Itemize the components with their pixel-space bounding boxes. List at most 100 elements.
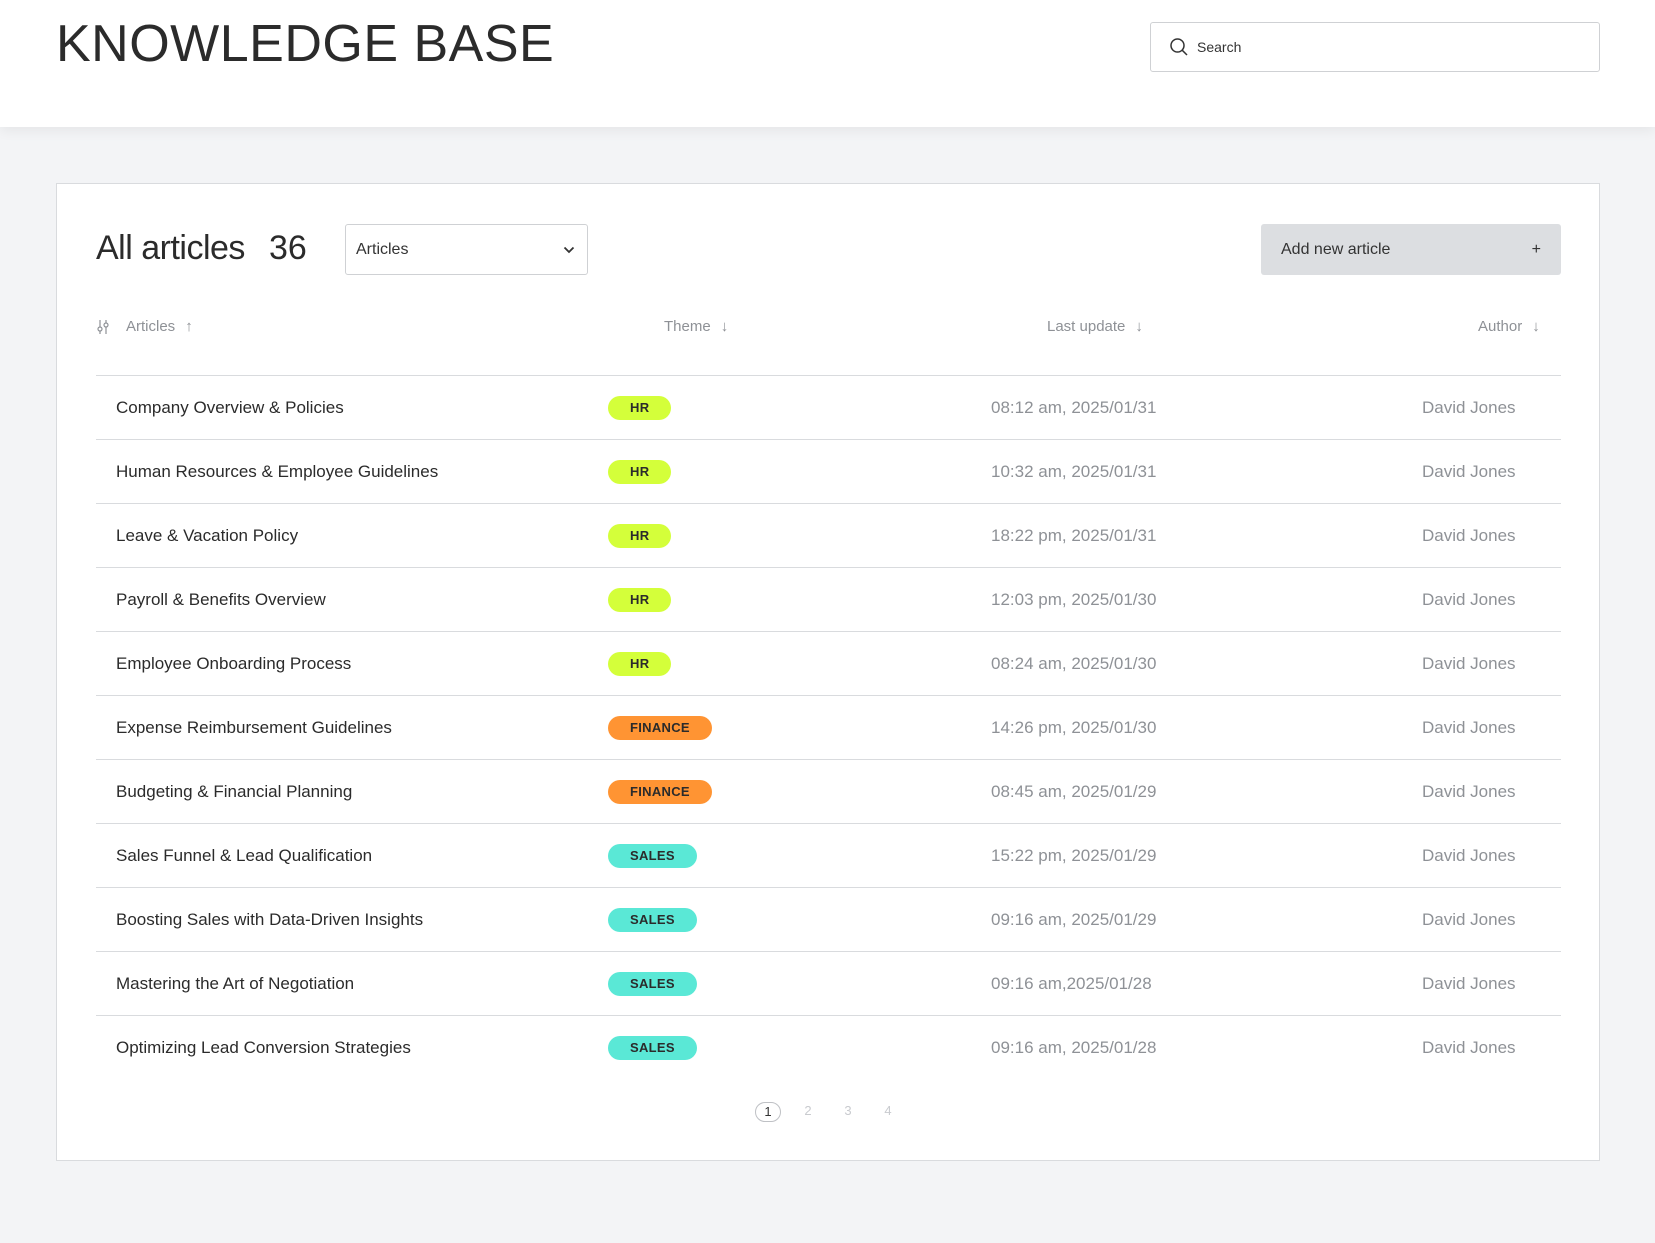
article-title[interactable]: Sales Funnel & Lead Qualification <box>116 845 373 865</box>
table-row[interactable]: Human Resources & Employee Guidelines HR… <box>96 440 1561 504</box>
article-title[interactable]: Payroll & Benefits Overview <box>116 589 326 609</box>
article-title[interactable]: Budgeting & Financial Planning <box>116 781 353 801</box>
column-label: Articles <box>126 318 176 335</box>
column-author[interactable]: Author ↓ <box>1478 318 1540 335</box>
theme-cell: HR <box>608 523 672 548</box>
theme-cell: HR <box>608 651 672 676</box>
theme-cell: HR <box>608 587 672 612</box>
theme-badge: HR <box>608 459 672 484</box>
theme-cell: HR <box>608 459 672 484</box>
theme-badge: SALES <box>608 971 697 996</box>
column-last-update[interactable]: Last update ↓ <box>1047 318 1143 335</box>
section-heading: All articles <box>96 229 245 267</box>
theme-badge: HR <box>608 523 672 548</box>
theme-cell: SALES <box>608 971 697 996</box>
author: David Jones <box>1422 845 1516 865</box>
table-row[interactable]: Company Overview & Policies HR 08:12 am,… <box>96 376 1561 440</box>
author: David Jones <box>1422 909 1516 929</box>
sort-down-icon[interactable]: ↓ <box>1135 318 1143 335</box>
last-update: 09:16 am,2025/01/28 <box>991 973 1152 993</box>
theme-cell: SALES <box>608 1036 697 1060</box>
theme-badge: SALES <box>608 843 697 868</box>
article-title[interactable]: Human Resources & Employee Guidelines <box>116 461 439 481</box>
articles-table: Company Overview & Policies HR 08:12 am,… <box>96 376 1561 1080</box>
theme-badge: SALES <box>608 1036 697 1060</box>
author: David Jones <box>1422 717 1516 737</box>
add-article-button[interactable]: Add new article + <box>1261 224 1561 275</box>
page-4-button[interactable]: 4 <box>884 1103 892 1118</box>
article-count: 36 <box>269 229 307 267</box>
author: David Jones <box>1422 589 1516 609</box>
author: David Jones <box>1422 525 1516 545</box>
column-label: Author <box>1478 318 1523 335</box>
theme-cell: FINANCE <box>608 779 712 804</box>
search-box[interactable] <box>1150 22 1600 72</box>
last-update: 15:22 pm, 2025/01/29 <box>991 845 1157 865</box>
theme-badge: FINANCE <box>608 715 712 740</box>
last-update: 09:16 am, 2025/01/28 <box>991 1038 1157 1057</box>
author: David Jones <box>1422 1038 1516 1057</box>
column-articles[interactable]: Articles ↑ <box>96 318 193 335</box>
chevron-down-icon <box>563 246 575 253</box>
article-title[interactable]: Company Overview & Policies <box>116 397 344 417</box>
last-update: 10:32 am, 2025/01/31 <box>991 461 1157 481</box>
filter-sliders-icon[interactable] <box>96 319 110 334</box>
article-type-dropdown[interactable]: Articles <box>345 224 588 275</box>
page-title: KNOWLEDGE BASE <box>56 15 555 73</box>
last-update: 09:16 am, 2025/01/29 <box>991 909 1157 929</box>
article-title[interactable]: Employee Onboarding Process <box>116 653 352 673</box>
page-2-button[interactable]: 2 <box>804 1103 812 1118</box>
article-title[interactable]: Optimizing Lead Conversion Strategies <box>116 1038 411 1057</box>
theme-badge: HR <box>608 395 672 420</box>
theme-badge: HR <box>608 651 672 676</box>
article-title[interactable]: Leave & Vacation Policy <box>116 525 299 545</box>
article-title[interactable]: Mastering the Art of Negotiation <box>116 973 355 993</box>
sort-down-icon[interactable]: ↓ <box>720 318 729 335</box>
dropdown-value: Articles <box>356 240 409 258</box>
column-label: Theme <box>664 318 711 335</box>
last-update: 08:45 am, 2025/01/29 <box>991 781 1157 801</box>
theme-cell: SALES <box>608 843 697 868</box>
add-article-label: Add new article <box>1281 240 1391 258</box>
table-row[interactable]: Sales Funnel & Lead Qualification SALES … <box>96 824 1561 888</box>
author: David Jones <box>1422 653 1516 673</box>
table-row[interactable]: Payroll & Benefits Overview HR 12:03 pm,… <box>96 568 1561 632</box>
sort-down-icon[interactable]: ↓ <box>1532 318 1540 335</box>
articles-card: All articles 36 Articles Add new article… <box>56 183 1600 1161</box>
author: David Jones <box>1422 461 1516 481</box>
top-bar: KNOWLEDGE BASE <box>0 0 1655 127</box>
theme-badge: FINANCE <box>608 779 712 804</box>
table-row[interactable]: Optimizing Lead Conversion Strategies SA… <box>96 1016 1561 1080</box>
last-update: 08:24 am, 2025/01/30 <box>991 653 1157 673</box>
pagination: 1 2 3 4 <box>57 1102 1599 1122</box>
table-row[interactable]: Leave & Vacation Policy HR 18:22 pm, 202… <box>96 504 1561 568</box>
article-title[interactable]: Boosting Sales with Data-Driven Insights <box>116 909 424 929</box>
page-3-button[interactable]: 3 <box>844 1103 852 1118</box>
page-1-button[interactable]: 1 <box>755 1102 781 1122</box>
table-row[interactable]: Budgeting & Financial Planning FINANCE 0… <box>96 760 1561 824</box>
theme-cell: FINANCE <box>608 715 712 740</box>
table-row[interactable]: Mastering the Art of Negotiation SALES 0… <box>96 952 1561 1016</box>
last-update: 14:26 pm, 2025/01/30 <box>991 717 1157 737</box>
column-theme[interactable]: Theme ↓ <box>664 318 728 335</box>
table-header: Articles ↑ Theme ↓ Last update ↓ Author ↓ <box>96 294 1561 376</box>
table-row[interactable]: Boosting Sales with Data-Driven Insights… <box>96 888 1561 952</box>
last-update: 18:22 pm, 2025/01/31 <box>991 525 1157 545</box>
article-title[interactable]: Expense Reimbursement Guidelines <box>116 717 392 737</box>
author: David Jones <box>1422 781 1516 801</box>
sort-up-icon[interactable]: ↑ <box>185 318 193 335</box>
table-row[interactable]: Expense Reimbursement Guidelines FINANCE… <box>96 696 1561 760</box>
table-row[interactable]: Employee Onboarding Process HR 08:24 am,… <box>96 632 1561 696</box>
theme-cell: SALES <box>608 907 697 932</box>
theme-cell: HR <box>608 395 672 420</box>
last-update: 08:12 am, 2025/01/31 <box>991 397 1157 417</box>
theme-badge: HR <box>608 587 672 612</box>
column-label: Last update <box>1047 318 1126 335</box>
search-input[interactable] <box>1197 39 1577 55</box>
author: David Jones <box>1422 397 1516 417</box>
last-update: 12:03 pm, 2025/01/30 <box>991 589 1157 609</box>
author: David Jones <box>1422 973 1516 993</box>
theme-badge: SALES <box>608 907 697 932</box>
plus-icon: + <box>1531 240 1541 258</box>
search-icon <box>1170 38 1188 56</box>
